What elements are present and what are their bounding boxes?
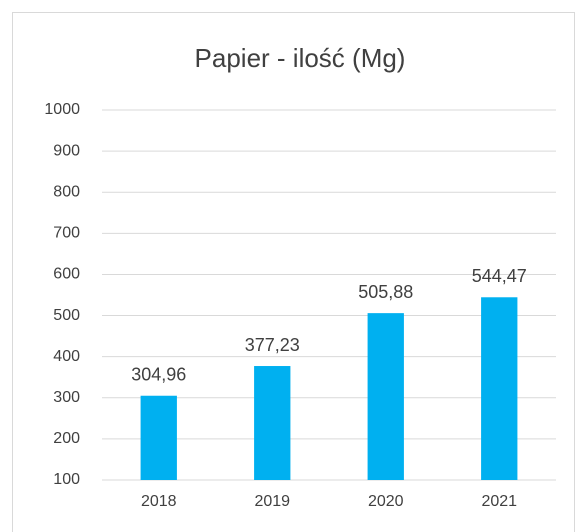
x-tick-label: 2018 xyxy=(141,493,177,510)
chart-title: Papier - ilość (Mg) xyxy=(195,43,406,73)
y-tick-label: 500 xyxy=(53,307,80,324)
y-tick-label: 200 xyxy=(53,430,80,447)
bar xyxy=(481,297,518,480)
data-label: 304,96 xyxy=(131,364,186,384)
data-label: 377,23 xyxy=(245,335,300,355)
bar xyxy=(254,366,291,480)
y-tick-label: 900 xyxy=(53,142,80,159)
bar xyxy=(140,395,177,480)
data-label: 544,47 xyxy=(472,266,527,286)
y-tick-label: 300 xyxy=(53,389,80,406)
bar xyxy=(367,313,404,480)
chart-border xyxy=(12,12,575,532)
y-tick-label: 600 xyxy=(53,266,80,283)
y-tick-label: 400 xyxy=(53,348,80,365)
x-tick-label: 2020 xyxy=(368,493,404,510)
y-tick-label: 700 xyxy=(53,225,80,242)
y-tick-label: 1000 xyxy=(44,101,80,118)
x-tick-label: 2019 xyxy=(254,493,290,510)
y-tick-label: 800 xyxy=(53,183,80,200)
data-label: 505,88 xyxy=(358,282,413,302)
x-tick-label: 2021 xyxy=(481,493,517,510)
y-tick-label: 100 xyxy=(53,471,80,488)
